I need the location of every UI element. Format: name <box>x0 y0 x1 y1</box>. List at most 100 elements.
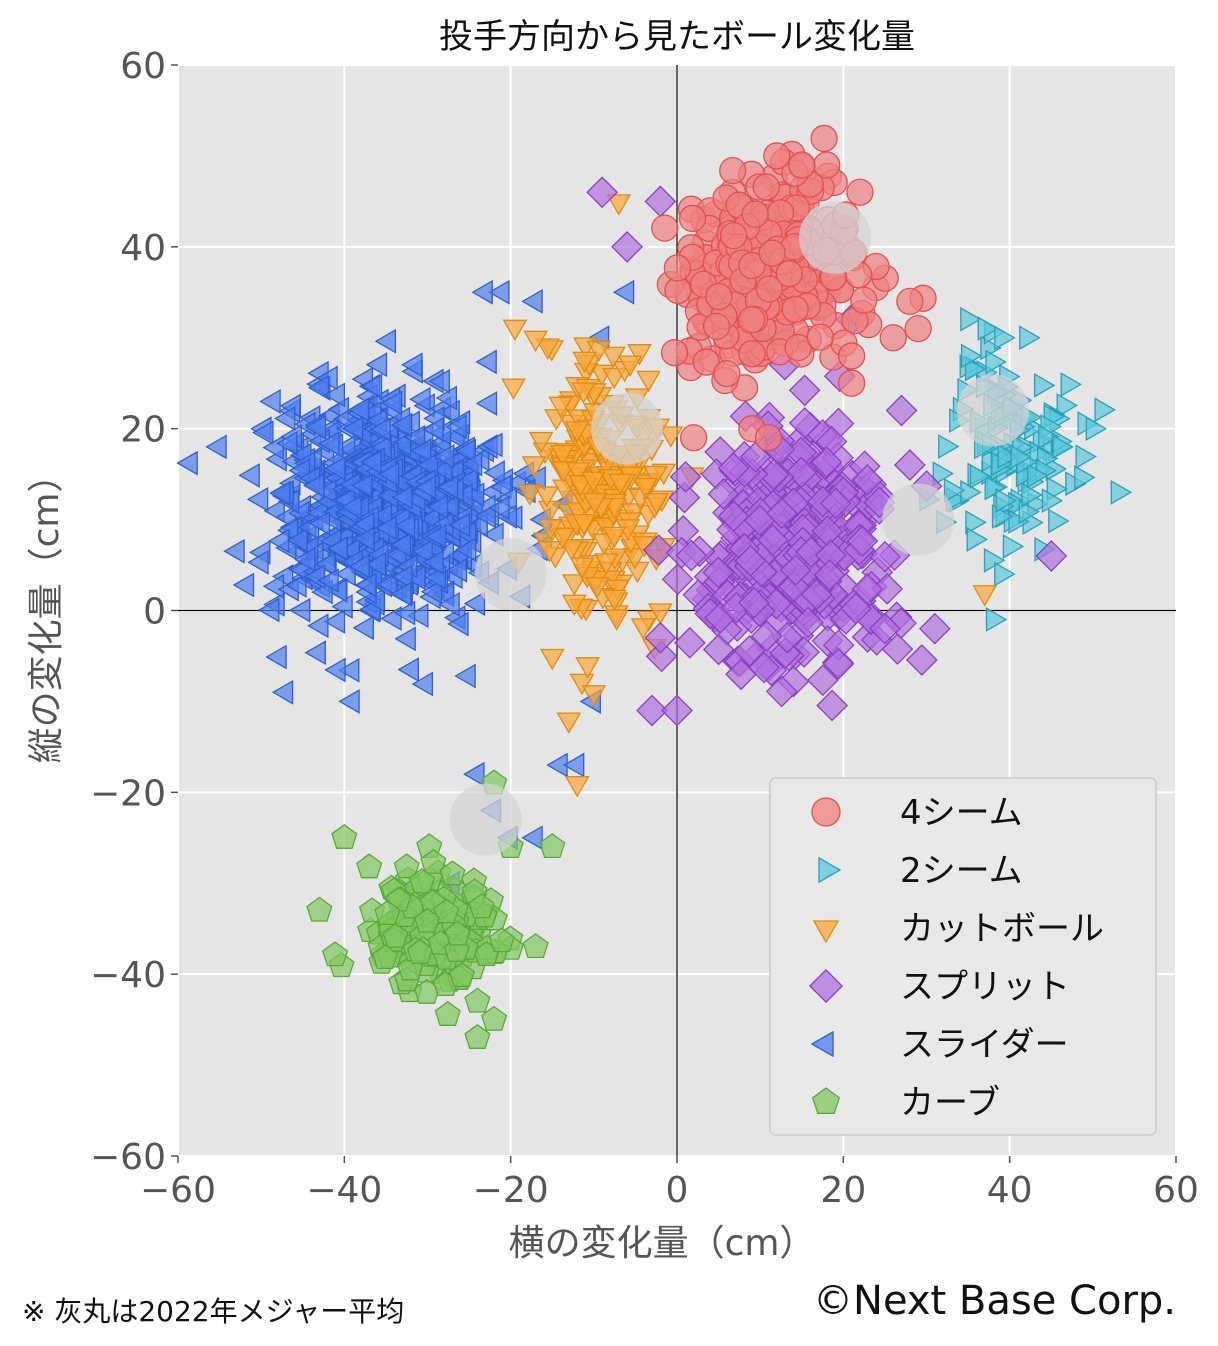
data-point <box>784 333 812 362</box>
data-point <box>561 594 587 617</box>
data-point <box>448 512 471 538</box>
data-point <box>488 279 510 305</box>
data-point <box>232 572 255 598</box>
data-point <box>403 424 426 450</box>
data-point <box>444 920 471 946</box>
data-point <box>765 497 798 530</box>
data-point <box>409 438 432 463</box>
data-point <box>502 319 528 342</box>
data-point <box>365 352 388 378</box>
data-point <box>288 597 311 623</box>
league-average-point <box>882 483 955 556</box>
data-point <box>323 609 346 634</box>
y-tick-label: −40 <box>90 955 166 996</box>
data-point <box>752 173 780 201</box>
x-tick-label: 40 <box>987 1170 1033 1211</box>
data-point <box>661 563 694 596</box>
league-average-point <box>449 783 522 856</box>
x-tick-label: −40 <box>306 1170 382 1211</box>
data-point <box>257 597 280 623</box>
data-point <box>364 551 387 577</box>
data-point <box>414 474 437 500</box>
data-point <box>463 591 486 617</box>
data-point <box>460 451 483 477</box>
x-tick-label: 60 <box>1153 1170 1199 1211</box>
data-point <box>1010 444 1032 470</box>
data-point <box>416 452 439 478</box>
data-point <box>454 663 476 689</box>
data-point <box>977 316 1000 342</box>
data-point <box>521 456 547 478</box>
data-point <box>307 613 329 639</box>
data-point <box>304 414 327 440</box>
legend-box <box>769 777 1157 1136</box>
data-point <box>397 657 419 683</box>
data-point <box>393 513 416 539</box>
data-point <box>341 415 364 441</box>
y-tick-label: 60 <box>120 46 166 87</box>
data-point <box>428 368 450 394</box>
data-point <box>371 944 399 970</box>
data-point <box>750 620 783 652</box>
data-point <box>1041 488 1064 514</box>
data-point <box>800 578 833 611</box>
data-point <box>409 386 431 412</box>
data-point <box>575 657 601 679</box>
data-point <box>276 430 298 456</box>
data-point <box>333 434 356 460</box>
data-point <box>969 464 992 489</box>
data-point <box>481 432 503 458</box>
data-point <box>938 434 960 459</box>
data-point <box>223 538 245 564</box>
x-tick-label: −60 <box>140 1170 216 1211</box>
data-point <box>765 675 798 708</box>
data-point <box>702 633 735 666</box>
data-point <box>246 486 269 512</box>
data-point <box>482 522 504 547</box>
data-point <box>569 557 595 579</box>
data-point <box>633 477 658 500</box>
data-point <box>474 503 496 529</box>
data-point <box>352 615 374 641</box>
legend-label: カットボール <box>900 909 1104 949</box>
data-point <box>806 323 834 351</box>
data-point <box>1110 479 1133 505</box>
data-point <box>781 295 809 323</box>
data-point <box>306 896 333 922</box>
data-point <box>754 424 783 452</box>
data-point <box>1027 463 1049 489</box>
league-average-point <box>591 392 664 465</box>
data-point <box>326 535 348 561</box>
data-point <box>408 868 435 894</box>
y-tick-label: 20 <box>120 410 166 451</box>
data-point <box>550 527 575 550</box>
legend-marker <box>810 1030 834 1058</box>
data-point <box>340 494 362 520</box>
data-point <box>422 549 444 575</box>
league-average-point <box>474 538 547 611</box>
data-point <box>756 524 789 556</box>
series-3 <box>586 176 1068 727</box>
league-average-point <box>799 201 872 274</box>
data-point <box>501 378 526 400</box>
data-point <box>741 200 769 228</box>
data-point <box>380 390 403 416</box>
data-point <box>413 907 441 933</box>
data-point <box>537 541 562 563</box>
copyright: ©Next Base Corp. <box>813 1278 1176 1324</box>
data-point <box>448 961 475 987</box>
data-point <box>447 611 469 637</box>
data-point <box>840 592 872 625</box>
data-point <box>393 853 420 879</box>
data-point <box>717 500 750 533</box>
data-point <box>356 853 383 879</box>
data-point <box>262 435 284 461</box>
data-point <box>1019 325 1041 351</box>
data-point <box>411 539 433 564</box>
data-point <box>1002 534 1025 559</box>
data-point <box>985 349 1007 375</box>
data-point <box>393 600 416 626</box>
data-point <box>763 142 791 170</box>
data-point <box>475 391 498 416</box>
